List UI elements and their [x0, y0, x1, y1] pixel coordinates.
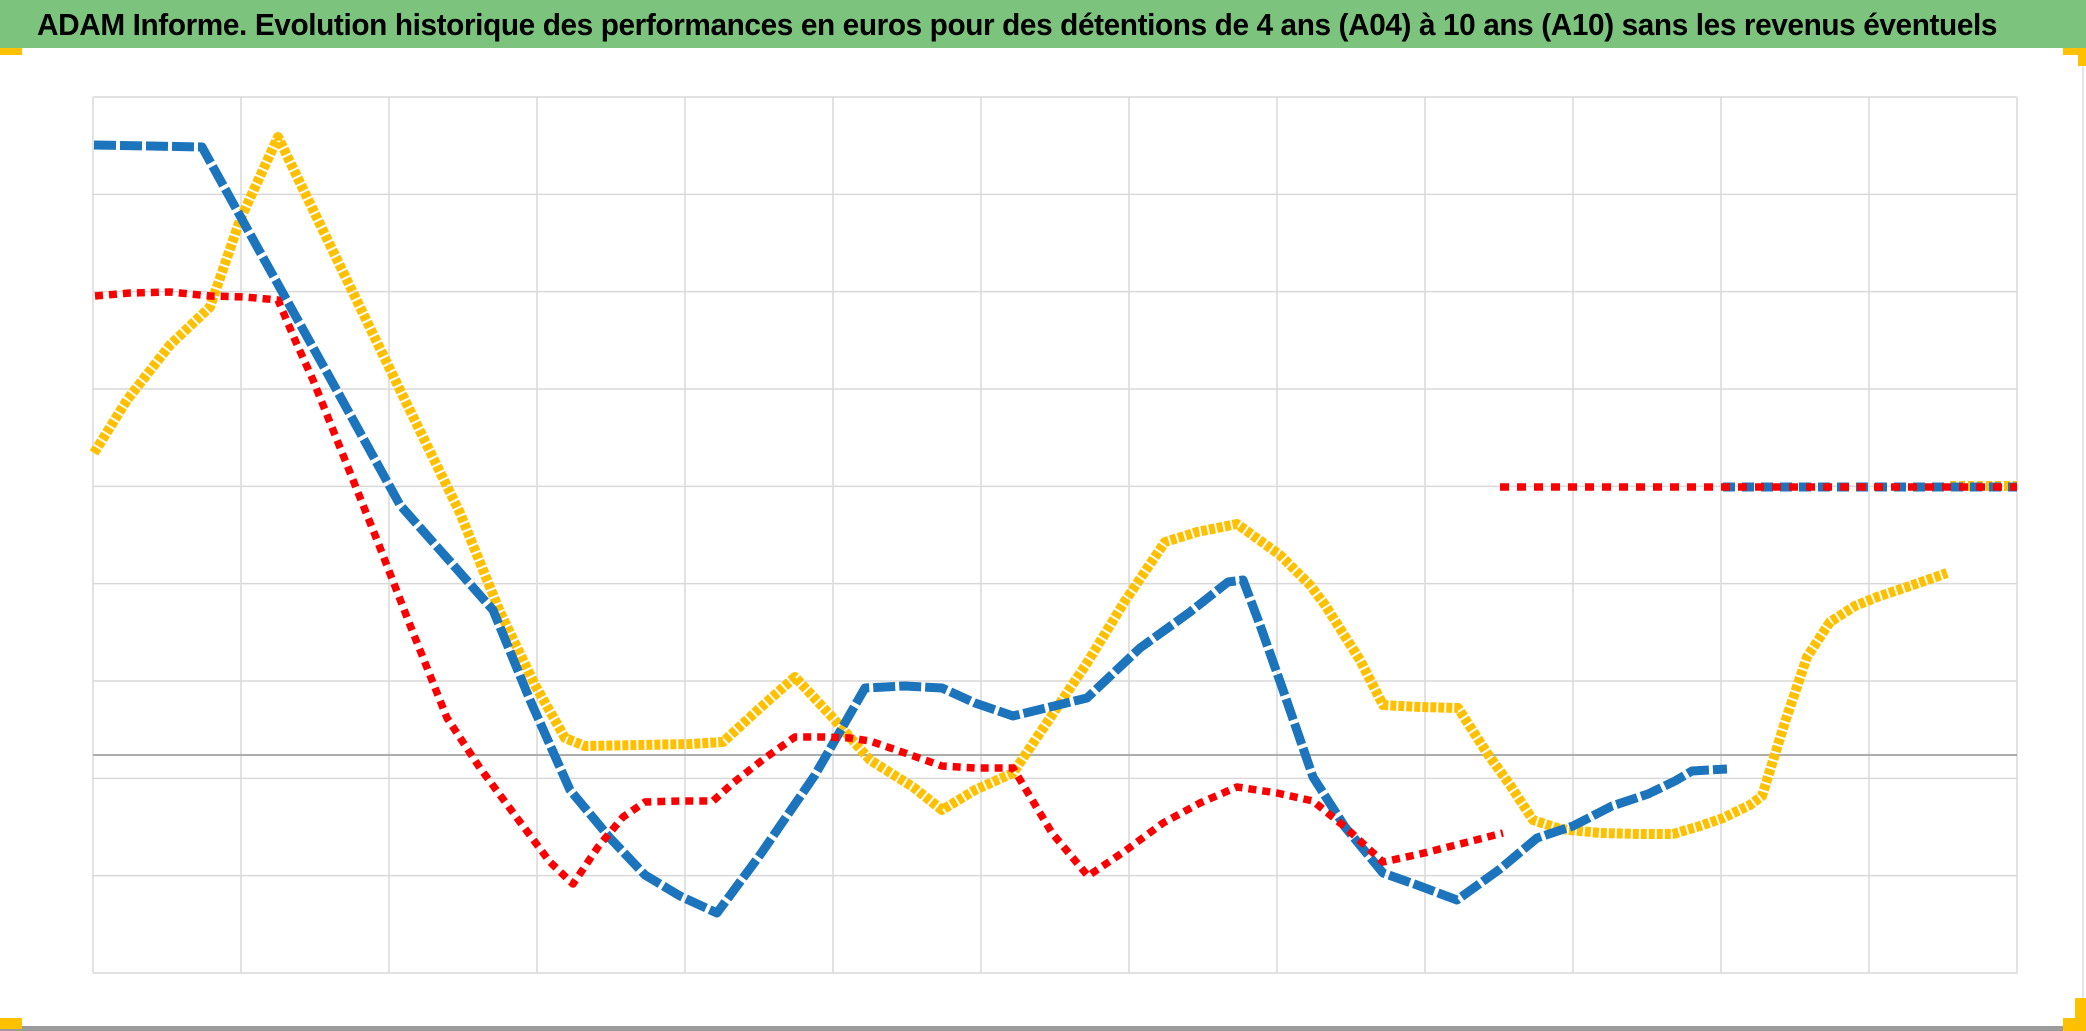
- footer-bar: [0, 1026, 2086, 1031]
- page-title: ADAM Informe. Evolution historique des p…: [37, 7, 1998, 42]
- serie-rouge-main-curve: [94, 288, 1504, 888]
- corner-accent-top-right-horizontal: [2063, 48, 2086, 55]
- corner-accent-bottom-right-vertical: [2075, 998, 2086, 1031]
- chart-area-right-border: [2082, 55, 2084, 1017]
- corner-accent-bottom-right-foot: [2063, 1018, 2086, 1031]
- serie-bleue-main-curve: [93, 140, 1728, 918]
- serie-jaune-main-curve: [89, 132, 1949, 839]
- corner-accent-top-left: [0, 48, 22, 55]
- corner-accent-top-right-vertical: [2078, 48, 2086, 66]
- header-bar: ADAM Informe. Evolution historique des p…: [0, 0, 2086, 48]
- corner-accent-bottom-left: [0, 1018, 22, 1029]
